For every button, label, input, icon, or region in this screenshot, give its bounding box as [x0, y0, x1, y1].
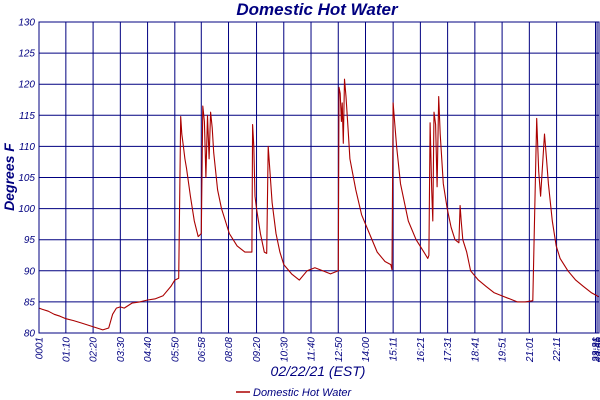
y-axis-label: Degrees F — [1, 143, 17, 211]
y-tick-label: 90 — [24, 266, 36, 277]
y-tick-label: 120 — [18, 80, 35, 91]
x-tick-label: 10:30 — [279, 337, 290, 362]
x-tick-label: 04:40 — [143, 337, 154, 362]
x-tick-label: 06:58 — [197, 337, 208, 362]
x-tick-label: 15:11 — [389, 337, 400, 361]
x-tick-label: 23:31 — [591, 337, 600, 363]
x-tick-label: 23:35 — [593, 337, 600, 363]
y-tick-label: 80 — [24, 329, 36, 340]
x-tick-label: 18:41 — [470, 337, 481, 362]
y-tick-label: 100 — [18, 204, 35, 215]
x-tick-label: 0001 — [35, 337, 46, 359]
y-tick-label: 110 — [19, 142, 35, 153]
x-tick-label: 08:08 — [224, 337, 235, 362]
x-tick-label: 22:11 — [552, 337, 563, 362]
x-tick-label: 16:21 — [416, 337, 427, 362]
x-tick-label: 12:50 — [334, 337, 345, 362]
x-tick-label: 03:30 — [116, 337, 127, 362]
legend: Domestic Hot Water — [236, 387, 353, 399]
x-tick-label: 19:51 — [498, 337, 509, 362]
x-tick-label: 17:31 — [443, 337, 454, 362]
series-group — [38, 78, 600, 331]
x-tick-label: 01:10 — [61, 337, 72, 362]
x-tick-label: 14:00 — [361, 337, 372, 362]
series-line-domestic-hot-water — [38, 78, 600, 331]
legend-label: Domestic Hot Water — [253, 387, 353, 399]
x-axis-label: 02/22/21 (EST) — [271, 363, 366, 379]
x-axis-ticks: 0001 01:10 02:20 03:30 04:40 05:50 06:58 08:08 0… — [35, 337, 600, 363]
y-tick-label: 130 — [18, 18, 35, 29]
x-tick-label: 05:50 — [170, 337, 181, 362]
x-tick-label: 09:20 — [252, 337, 263, 362]
y-axis-ticks: 80 85 90 95 100 105 110 115 120 125 130 — [18, 18, 35, 340]
y-tick-label: 125 — [18, 49, 35, 60]
y-tick-label: 85 — [24, 297, 36, 308]
y-tick-label: 105 — [18, 173, 35, 184]
x-tick-label: 11:40 — [307, 337, 318, 362]
x-tick-label: 02:20 — [89, 337, 100, 362]
x-tick-label: 23:59 — [595, 337, 600, 363]
y-tick-label: 95 — [24, 235, 36, 246]
x-tick-label: 21:01 — [525, 337, 536, 363]
chart-title: Domestic Hot Water — [236, 0, 399, 19]
plot-border — [38, 21, 600, 334]
y-tick-label: 115 — [19, 111, 35, 122]
